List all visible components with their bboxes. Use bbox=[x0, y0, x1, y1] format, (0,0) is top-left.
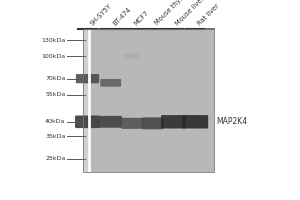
FancyBboxPatch shape bbox=[100, 79, 121, 87]
FancyBboxPatch shape bbox=[100, 116, 122, 128]
FancyBboxPatch shape bbox=[75, 115, 100, 128]
FancyBboxPatch shape bbox=[161, 115, 186, 128]
Bar bbox=[83, 29, 89, 172]
Text: 35kDa: 35kDa bbox=[45, 134, 65, 139]
FancyBboxPatch shape bbox=[121, 118, 142, 129]
Text: Rat liver: Rat liver bbox=[196, 2, 220, 26]
FancyBboxPatch shape bbox=[76, 74, 99, 83]
FancyBboxPatch shape bbox=[142, 117, 164, 129]
Bar bbox=[83, 29, 214, 172]
FancyBboxPatch shape bbox=[122, 54, 141, 59]
Text: Mouse thymus: Mouse thymus bbox=[154, 0, 192, 26]
Text: SH-SY5Y: SH-SY5Y bbox=[89, 2, 113, 26]
Text: 100kDa: 100kDa bbox=[41, 54, 65, 59]
Text: MCF7: MCF7 bbox=[133, 9, 150, 26]
Text: 130kDa: 130kDa bbox=[41, 38, 65, 43]
FancyBboxPatch shape bbox=[182, 115, 208, 128]
Text: BT-474: BT-474 bbox=[112, 6, 133, 26]
Text: 25kDa: 25kDa bbox=[45, 156, 65, 161]
Text: 40kDa: 40kDa bbox=[45, 119, 65, 124]
Text: MAP2K4: MAP2K4 bbox=[216, 117, 247, 126]
Bar bbox=[83, 29, 214, 172]
Text: 70kDa: 70kDa bbox=[45, 76, 65, 81]
Text: Mouse liver: Mouse liver bbox=[175, 0, 206, 26]
Text: 55kDa: 55kDa bbox=[45, 92, 65, 97]
